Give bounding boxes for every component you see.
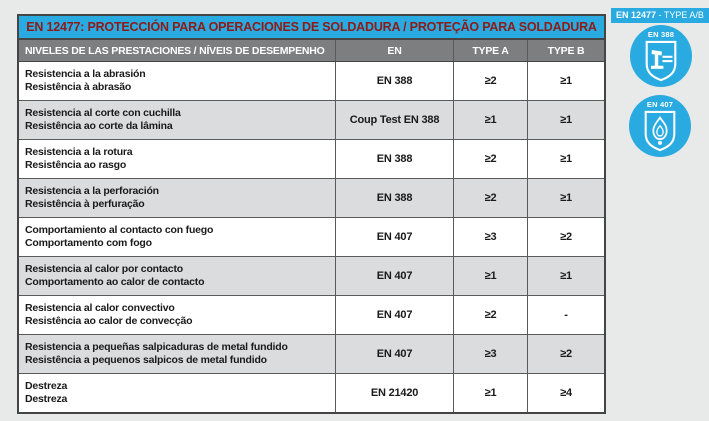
row-label-cell: Resistencia a pequeñas salpicaduras de m…: [19, 335, 336, 373]
row-label-portuguese: Resistência ao rasgo: [25, 159, 127, 171]
table-row: Resistencia a la abrasión Resistência à …: [19, 62, 604, 101]
row-label-portuguese: Resistência ao calor de convecção: [25, 315, 193, 327]
row-type-b-value: ≥1: [560, 153, 572, 165]
pictogram-en407: EN 407: [629, 95, 691, 157]
table-row: Resistencia al calor convectivo Resistên…: [19, 296, 604, 335]
pictogram-en388: EN 388: [630, 25, 692, 87]
pictogram-en407-label: EN 407: [646, 100, 674, 109]
row-en-standard: EN 388: [336, 62, 454, 100]
badge-type-suffix: - TYPE A/B: [656, 10, 704, 20]
row-type-a-value: ≥2: [454, 140, 528, 178]
row-label-portuguese: Comportamento ao calor de contacto: [25, 276, 205, 288]
row-label-portuguese: Resistência à abrasão: [25, 81, 132, 93]
row-type-a-value: ≥2: [454, 179, 528, 217]
row-type-b-value: ≥2: [560, 231, 572, 243]
row-type-b-value: -: [564, 309, 568, 321]
table-header-row: NIVELES DE LAS PRESTACIONES / NÍVEIS DE …: [19, 40, 604, 62]
table-row: Resistencia a la rotura Resistência ao r…: [19, 140, 604, 179]
badge-standard-name: EN 12477: [616, 10, 657, 20]
row-label-spanish: Resistencia a la abrasión: [25, 68, 146, 80]
row-en-standard: EN 407: [336, 218, 454, 256]
row-label-cell: Resistencia a la rotura Resistência ao r…: [19, 140, 336, 178]
table-body: Resistencia a la abrasión Resistência à …: [19, 62, 604, 412]
row-type-b-value: ≥1: [560, 270, 572, 282]
row-type-a-value: ≥2: [454, 296, 528, 334]
column-header-type-a: TYPE A: [454, 40, 528, 61]
row-label-cell: Comportamiento al contacto con fuego Com…: [19, 218, 336, 256]
row-label-spanish: Destreza: [25, 380, 68, 392]
table-row: Destreza Destreza EN 21420 ≥1 ≥4: [19, 374, 604, 412]
table-row: Resistencia a pequeñas salpicaduras de m…: [19, 335, 604, 374]
row-label-cell: Destreza Destreza: [19, 374, 336, 412]
row-label-spanish: Resistencia a la rotura: [25, 146, 133, 158]
row-label-cell: Resistencia a la perforación Resistência…: [19, 179, 336, 217]
row-en-standard: EN 388: [336, 140, 454, 178]
row-label-cell: Resistencia al calor convectivo Resistên…: [19, 296, 336, 334]
row-type-a-value: ≥1: [454, 374, 528, 412]
row-label-spanish: Resistencia a pequeñas salpicaduras de m…: [25, 341, 288, 353]
row-en-standard: EN 407: [336, 296, 454, 334]
row-type-a-value: ≥3: [454, 335, 528, 373]
row-label-portuguese: Comportamento com fogo: [25, 237, 152, 249]
row-type-b-value: ≥1: [560, 75, 572, 87]
row-type-a-value: ≥1: [454, 257, 528, 295]
row-type-a-value: ≥3: [454, 218, 528, 256]
row-label-spanish: Resistencia al calor por contacto: [25, 263, 183, 275]
row-en-standard: EN 388: [336, 179, 454, 217]
standards-table: EN 12477: PROTECCIÓN PARA OPERACIONES DE…: [17, 14, 606, 414]
table-row: Resistencia al calor por contacto Compor…: [19, 257, 604, 296]
row-label-spanish: Resistencia al corte con cuchilla: [25, 107, 181, 119]
table-row: Resistencia al corte con cuchilla Resist…: [19, 101, 604, 140]
row-en-standard: EN 407: [336, 257, 454, 295]
row-type-b-value: ≥1: [560, 114, 572, 126]
row-type-a-value: ≥2: [454, 62, 528, 100]
row-type-b-value: ≥2: [560, 348, 572, 360]
row-label-portuguese: Resistência à perfuração: [25, 198, 145, 210]
row-label-cell: Resistencia al calor por contacto Compor…: [19, 257, 336, 295]
column-header-en: EN: [336, 40, 454, 61]
row-label-spanish: Resistencia a la perforación: [25, 185, 159, 197]
row-en-standard: EN 407: [336, 335, 454, 373]
row-label-spanish: Comportamiento al contacto con fuego: [25, 224, 214, 236]
pictogram-en388-label: EN 388: [647, 30, 675, 39]
shield-mechanical-hazard-icon: [645, 40, 677, 82]
row-en-standard: Coup Test EN 388: [336, 101, 454, 139]
table-row: Resistencia a la perforación Resistência…: [19, 179, 604, 218]
row-label-cell: Resistencia a la abrasión Resistência à …: [19, 62, 336, 100]
row-type-a-value: ≥1: [454, 101, 528, 139]
table-title: EN 12477: PROTECCIÓN PARA OPERACIONES DE…: [19, 16, 604, 40]
shield-flame-icon: [644, 110, 676, 152]
row-label-spanish: Resistencia al calor convectivo: [25, 302, 175, 314]
row-label-portuguese: Destreza: [25, 393, 68, 405]
row-en-standard: EN 21420: [336, 374, 454, 412]
row-label-portuguese: Resistência a pequenos salpicos de metal…: [25, 354, 267, 366]
table-row: Comportamiento al contacto con fuego Com…: [19, 218, 604, 257]
column-header-type-b: TYPE B: [547, 44, 585, 57]
row-type-b-value: ≥4: [560, 387, 572, 399]
row-label-portuguese: Resistência ao corte da lâmina: [25, 120, 173, 132]
standard-badge: EN 12477 - TYPE A/B: [611, 8, 709, 23]
row-label-cell: Resistencia al corte con cuchilla Resist…: [19, 101, 336, 139]
column-header-performance-levels: NIVELES DE LAS PRESTACIONES / NÍVEIS DE …: [19, 40, 336, 61]
row-type-b-value: ≥1: [560, 192, 572, 204]
